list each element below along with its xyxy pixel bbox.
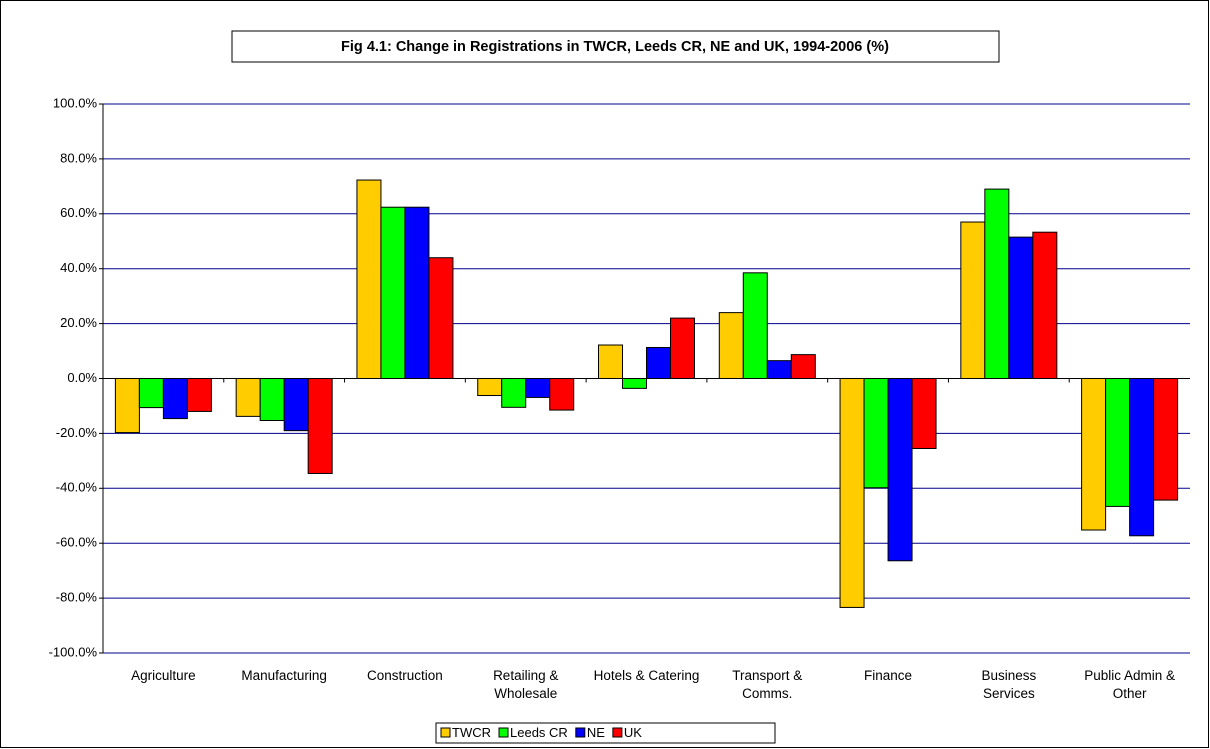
legend-swatch	[575, 727, 586, 738]
x-tick-label: Agriculture	[131, 668, 196, 683]
legend-swatch	[440, 727, 451, 738]
y-tick-label: 20.0%	[60, 315, 97, 330]
bar	[766, 360, 792, 380]
x-tick-label: Public Admin & Other	[1084, 668, 1175, 701]
bar	[259, 378, 285, 421]
bar	[790, 354, 816, 379]
bar	[380, 206, 406, 379]
bar	[1129, 378, 1155, 537]
bar	[477, 378, 503, 397]
bar	[501, 378, 527, 408]
bar	[1008, 236, 1034, 379]
bar	[1105, 378, 1131, 507]
bar	[863, 378, 889, 489]
legend-label: NE	[587, 725, 605, 740]
bar	[138, 378, 164, 409]
y-tick-label: 0.0%	[67, 370, 97, 385]
y-tick-label: -20.0%	[56, 425, 98, 440]
chart-title: Fig 4.1: Change in Registrations in TWCR…	[341, 39, 889, 55]
x-tick-label: Transport & Comms.	[732, 668, 803, 701]
x-tick-label: Hotels & Catering	[593, 668, 700, 683]
y-tick-label: 80.0%	[60, 150, 97, 165]
bar	[646, 346, 671, 380]
x-tick-label: Finance	[864, 668, 913, 683]
bar	[162, 378, 188, 420]
bar	[911, 378, 937, 449]
bar	[1153, 378, 1179, 501]
legend-box	[435, 722, 776, 744]
y-tick-label: -60.0%	[56, 535, 98, 550]
y-tick-label: -80.0%	[56, 590, 98, 605]
bar	[525, 378, 551, 398]
bar	[356, 179, 382, 379]
x-tick-label: Retailing & Wholesale	[493, 668, 559, 701]
bar	[960, 221, 986, 379]
bar	[670, 317, 695, 379]
y-tick-label: 60.0%	[60, 205, 97, 220]
bar	[742, 272, 768, 380]
bar	[428, 257, 454, 379]
x-tick-label: Construction	[367, 668, 443, 683]
y-tick-label: 40.0%	[60, 260, 97, 275]
bar	[839, 378, 865, 608]
bar	[549, 378, 575, 411]
title-box	[231, 30, 1000, 63]
bar	[307, 378, 333, 474]
x-tick-label: Business Services	[981, 668, 1037, 701]
bar	[1032, 231, 1058, 379]
y-tick-label: -100.0%	[49, 644, 98, 659]
bar	[984, 188, 1010, 379]
bar	[186, 378, 212, 412]
legend-label: Leeds CR	[510, 725, 568, 740]
y-tick-label: 100.0%	[53, 95, 98, 110]
legend-label: TWCR	[452, 725, 491, 740]
bar	[114, 378, 140, 434]
bar	[718, 312, 744, 379]
bar	[404, 206, 430, 379]
y-tick-label: -40.0%	[56, 480, 98, 495]
legend-swatch	[498, 727, 509, 738]
legend-label: UK	[624, 725, 642, 740]
legend-swatch	[612, 727, 623, 738]
bar	[622, 378, 647, 389]
bar	[283, 378, 309, 432]
bar	[235, 378, 261, 417]
bar	[1081, 378, 1107, 531]
bar	[598, 344, 623, 379]
x-tick-label: Manufacturing	[241, 668, 327, 683]
bar	[887, 378, 913, 562]
